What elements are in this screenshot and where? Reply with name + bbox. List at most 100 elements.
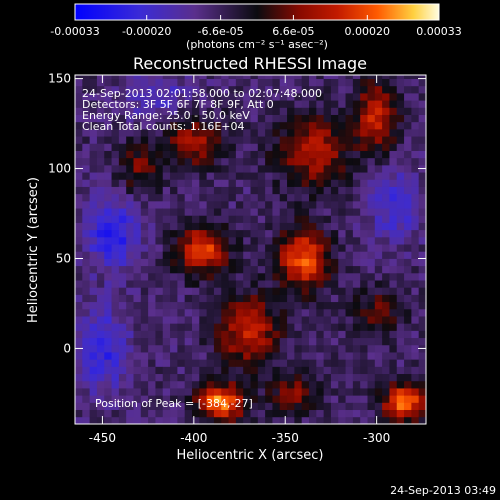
heatmap-cell [265, 416, 273, 424]
heatmap-cell [360, 280, 368, 288]
heatmap-cell [287, 287, 295, 295]
heatmap-cell [367, 186, 376, 195]
heatmap-cell [221, 366, 229, 375]
heatmap-cell [213, 395, 222, 403]
heatmap-cell [126, 316, 134, 324]
heatmap-cell [111, 258, 120, 267]
heatmap-cell [352, 75, 361, 79]
heatmap-cell [301, 78, 310, 87]
heatmap-cell [170, 280, 178, 288]
heatmap-cell [287, 323, 295, 331]
heatmap-cell [338, 258, 346, 267]
heatmap-cell [352, 107, 361, 115]
heatmap-cell [133, 409, 142, 418]
heatmap-cell [96, 352, 105, 360]
chart-title: Reconstructed RHESSI Image [133, 54, 367, 73]
heatmap-cell [228, 150, 237, 159]
heatmap-cell [155, 229, 164, 238]
heatmap-cell [301, 172, 310, 180]
heatmap-cell [382, 373, 390, 382]
heatmap-cell [418, 157, 426, 166]
heatmap-cell [104, 272, 112, 281]
heatmap-cell [330, 100, 339, 108]
heatmap-cell [221, 143, 229, 151]
heatmap-cell [89, 308, 98, 317]
heatmap-cell [360, 200, 368, 209]
heatmap-cell [96, 409, 105, 418]
heatmap-cell [177, 143, 186, 151]
heatmap-cell [126, 330, 134, 339]
heatmap-cell [140, 258, 149, 267]
heatmap-cell [287, 85, 295, 94]
heatmap-cell [294, 244, 303, 252]
heatmap-cell [301, 416, 310, 424]
heatmap-cell [404, 179, 412, 187]
heatmap-cell [338, 222, 346, 231]
heatmap-cell [330, 78, 339, 87]
heatmap-cell [316, 323, 325, 331]
heatmap-cell [287, 280, 295, 288]
heatmap-cell [213, 287, 222, 295]
heatmap-cell [89, 272, 98, 281]
heatmap-cell [111, 395, 120, 403]
heatmap-cell [374, 193, 383, 202]
heatmap-cell [206, 380, 215, 389]
heatmap-cell [257, 294, 266, 303]
heatmap-cell [155, 164, 164, 173]
heatmap-cell [192, 287, 200, 295]
heatmap-cell [257, 344, 266, 353]
heatmap-cell [199, 92, 208, 101]
heatmap-cell [89, 380, 98, 389]
heatmap-cell [265, 409, 273, 418]
heatmap-cell [228, 251, 237, 259]
heatmap-cell [243, 107, 251, 115]
heatmap-cell [177, 352, 186, 360]
heatmap-cell [367, 75, 376, 79]
heatmap-cell [265, 215, 273, 223]
heatmap-cell [287, 92, 295, 101]
heatmap-cell [221, 157, 229, 166]
heatmap-cell [184, 244, 193, 252]
heatmap-cell [111, 280, 120, 288]
heatmap-cell [199, 107, 208, 115]
heatmap-cell [250, 280, 259, 288]
heatmap-cell [140, 265, 149, 274]
heatmap-cell [279, 258, 288, 267]
heatmap-cell [140, 395, 149, 403]
heatmap-cell [411, 200, 420, 209]
heatmap-cell [338, 359, 346, 367]
heatmap-cell [287, 229, 295, 238]
heatmap-cell [287, 215, 295, 223]
heatmap-cell [170, 265, 178, 274]
heatmap-cell [89, 157, 98, 166]
heatmap-cell [148, 78, 156, 87]
heatmap-cell [382, 150, 390, 159]
heatmap-cell [140, 323, 149, 331]
heatmap-cell [301, 121, 310, 130]
heatmap-cell [294, 409, 303, 418]
heatmap-cell [404, 344, 412, 353]
heatmap-cell [382, 294, 390, 303]
heatmap-cell [126, 186, 134, 195]
heatmap-cell [206, 388, 215, 396]
heatmap-cell [330, 344, 339, 353]
heatmap-cell [199, 388, 208, 396]
heatmap-cell [316, 272, 325, 281]
heatmap-cell [294, 136, 303, 144]
heatmap-cell [360, 301, 368, 310]
heatmap-cell [323, 150, 332, 159]
heatmap-cell [418, 258, 426, 267]
heatmap-cell [75, 143, 83, 151]
heatmap-cell [155, 337, 164, 346]
heatmap-cell [243, 395, 251, 403]
heatmap-cell [213, 222, 222, 231]
heatmap-cell [89, 330, 98, 339]
heatmap-cell [418, 337, 426, 346]
heatmap-cell [265, 172, 273, 180]
heatmap-cell [82, 409, 91, 418]
heatmap-cell [184, 416, 193, 424]
heatmap-cell [367, 136, 376, 144]
heatmap-cell [162, 366, 171, 375]
heatmap-cell [382, 85, 390, 94]
heatmap-cell [279, 215, 288, 223]
